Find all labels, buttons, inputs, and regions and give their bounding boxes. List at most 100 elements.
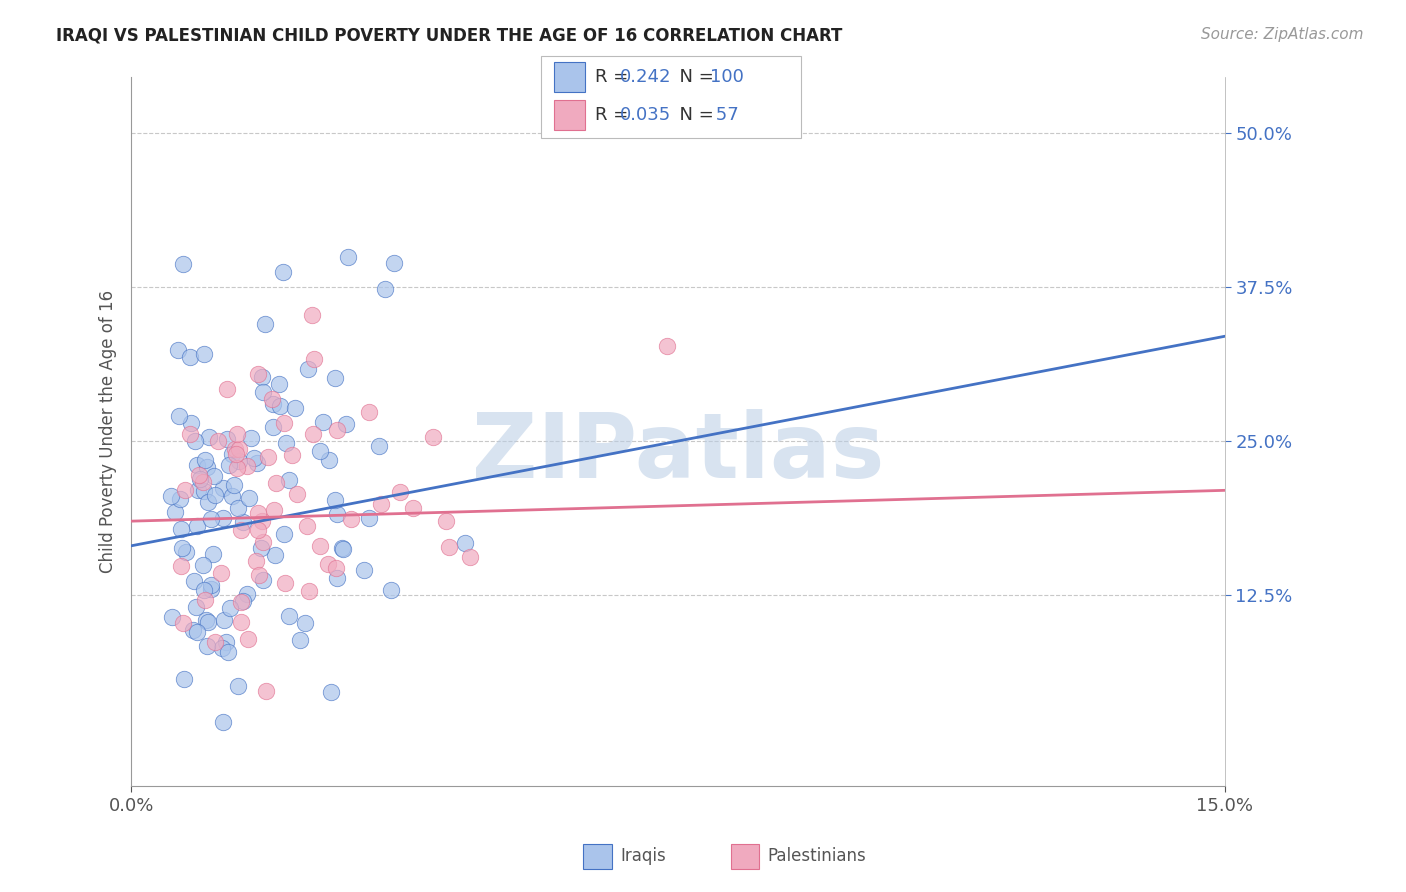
Point (319, 685, 342, 699)
Point (434, 514, 457, 528)
Point (247, 523, 270, 537)
Point (173, 672, 195, 686)
Point (247, 506, 270, 520)
Point (232, 515, 254, 529)
Point (252, 535, 274, 549)
Point (281, 448, 304, 462)
Point (301, 308, 323, 322)
Point (212, 481, 235, 495)
Point (211, 714, 233, 729)
Point (367, 439, 389, 453)
Point (250, 370, 273, 384)
Point (214, 614, 236, 628)
Point (188, 472, 211, 486)
Point (193, 347, 215, 361)
Point (325, 560, 347, 574)
Point (202, 468, 225, 483)
Point (295, 518, 318, 533)
Point (302, 351, 325, 366)
Point (250, 541, 273, 556)
Point (187, 483, 209, 497)
Point (297, 361, 319, 376)
Point (201, 547, 224, 561)
Point (215, 383, 238, 397)
Point (225, 447, 247, 461)
Point (228, 454, 250, 468)
Point (374, 282, 396, 296)
Point (323, 493, 346, 508)
Point (221, 447, 243, 461)
Point (229, 524, 252, 538)
Point (209, 566, 232, 580)
Point (225, 427, 247, 442)
Text: N =: N = (668, 68, 720, 87)
Point (437, 541, 460, 555)
Point (160, 610, 183, 624)
Point (325, 571, 347, 585)
Text: ZIPatlas: ZIPatlas (472, 409, 884, 497)
Point (219, 601, 242, 615)
Point (284, 401, 307, 415)
Point (235, 458, 257, 473)
Point (257, 450, 280, 464)
Text: N =: N = (668, 106, 720, 124)
Point (194, 613, 217, 627)
Point (454, 536, 477, 550)
Point (323, 371, 346, 385)
Point (180, 416, 202, 430)
Point (380, 582, 402, 597)
Point (325, 423, 347, 437)
Point (195, 460, 218, 475)
Point (229, 615, 252, 630)
Point (172, 257, 194, 271)
Point (184, 434, 207, 449)
Point (458, 549, 481, 564)
Point (191, 475, 214, 490)
Point (253, 318, 276, 332)
Point (186, 624, 208, 639)
Point (357, 511, 380, 525)
Point (204, 487, 226, 501)
Point (260, 392, 283, 406)
Point (160, 489, 183, 503)
Point (242, 451, 264, 466)
Point (193, 483, 215, 498)
Point (240, 431, 263, 445)
Point (264, 475, 287, 490)
Point (197, 639, 219, 653)
Point (200, 582, 222, 596)
Point (357, 405, 380, 419)
Point (325, 508, 347, 522)
Text: 0.035: 0.035 (620, 106, 671, 124)
Point (212, 511, 235, 525)
Point (200, 578, 222, 592)
Point (318, 452, 340, 467)
Point (263, 503, 285, 517)
Point (269, 399, 291, 413)
Point (184, 599, 207, 614)
Point (298, 584, 321, 599)
Point (235, 587, 257, 601)
Point (181, 623, 204, 637)
Point (250, 514, 273, 528)
Point (167, 409, 190, 423)
Point (207, 434, 229, 448)
Point (194, 453, 217, 467)
Text: R =: R = (595, 68, 634, 87)
Point (215, 634, 238, 648)
Point (218, 458, 240, 472)
Point (170, 559, 193, 574)
Point (284, 805, 307, 819)
Point (339, 512, 361, 526)
Point (353, 563, 375, 577)
Text: 0.242: 0.242 (620, 68, 672, 87)
Point (229, 595, 252, 609)
Point (262, 420, 284, 434)
Point (187, 468, 209, 483)
Point (370, 497, 392, 511)
Point (186, 519, 208, 533)
Point (276, 436, 298, 450)
Point (249, 568, 271, 582)
Point (228, 442, 250, 456)
Point (179, 427, 201, 442)
